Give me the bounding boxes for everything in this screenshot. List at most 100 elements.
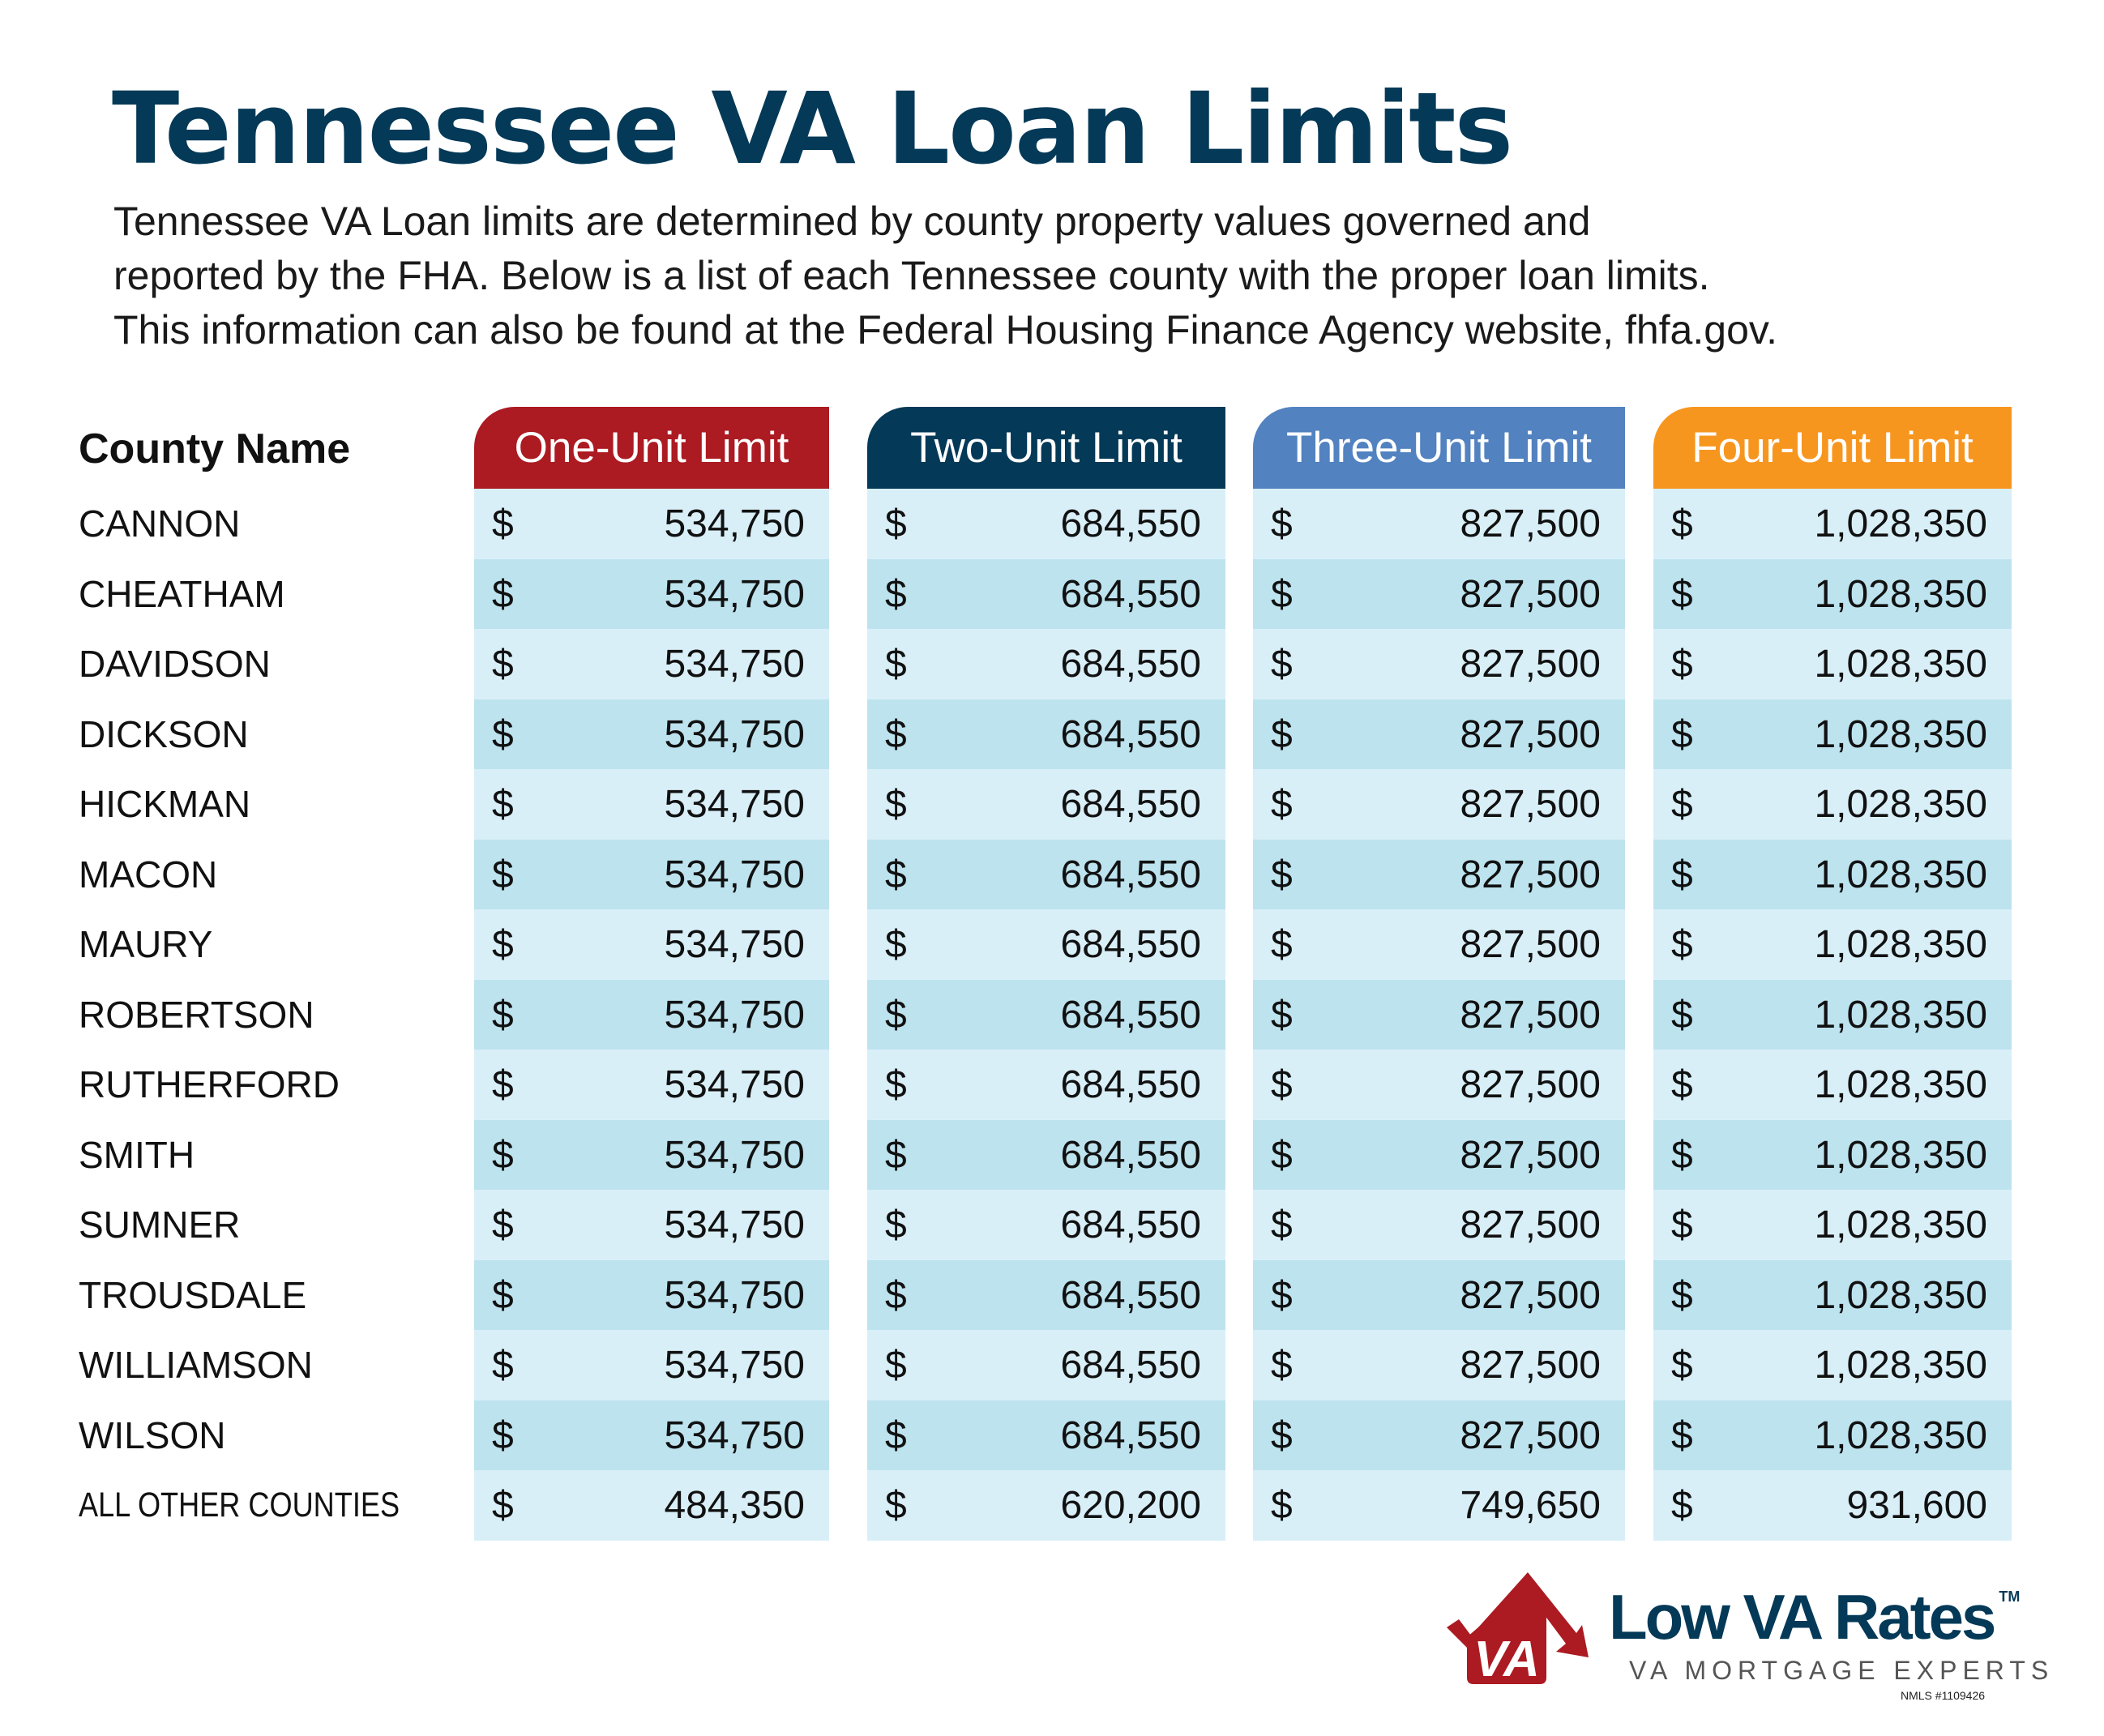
limit-value: 684,550 (1060, 923, 1201, 966)
county-name: TROUSDALE (79, 1273, 307, 1316)
limit-cell: $1,028,350 (1653, 1190, 2012, 1260)
column-header: One-Unit Limit (474, 407, 829, 489)
limit-value: 684,550 (1060, 502, 1201, 545)
county-name: SMITH (79, 1133, 195, 1176)
intro-line: Tennessee VA Loan limits are determined … (113, 199, 1591, 244)
limit-value: 534,750 (664, 853, 805, 896)
currency-symbol: $ (885, 1133, 907, 1177)
logo-mark-text: VA (1473, 1631, 1540, 1687)
currency-symbol: $ (1671, 1413, 1693, 1457)
limit-value: 827,500 (1460, 1133, 1601, 1177)
limit-value: 534,750 (664, 1204, 805, 1246)
currency-symbol: $ (1271, 853, 1293, 896)
limit-cell: $827,500 (1253, 1400, 1625, 1471)
page-title: Tennessee VA Loan Limits (112, 71, 1513, 186)
limit-value: 534,750 (664, 712, 805, 756)
limit-value: 534,750 (664, 1344, 805, 1387)
limit-value: 931,600 (1846, 1484, 1987, 1527)
limit-value: 1,028,350 (1814, 923, 1987, 966)
limit-cell: $534,750 (474, 558, 829, 630)
limit-cell: $827,500 (1253, 909, 1625, 980)
limit-cell: $827,500 (1253, 558, 1625, 630)
county-name: ROBERTSON (79, 993, 314, 1036)
limit-value: 827,500 (1460, 712, 1601, 756)
county-name: HICKMAN (79, 783, 251, 825)
limit-cell: $1,028,350 (1653, 489, 2012, 559)
limit-value: 684,550 (1060, 572, 1201, 616)
limit-value: 684,550 (1060, 783, 1201, 826)
county-name: DICKSON (79, 712, 249, 755)
limit-cell: $1,028,350 (1653, 979, 2012, 1050)
limit-cell: $1,028,350 (1653, 699, 2012, 770)
limit-value: 1,028,350 (1814, 853, 1987, 896)
limit-cell: $827,500 (1253, 1119, 1625, 1191)
limit-value: 534,750 (664, 1133, 805, 1177)
currency-symbol: $ (1671, 643, 1693, 686)
currency-symbol: $ (492, 502, 514, 545)
currency-symbol: $ (1271, 1413, 1293, 1457)
limit-cell: $684,550 (867, 769, 1225, 840)
limit-cell: $1,028,350 (1653, 629, 2012, 699)
currency-symbol: $ (1671, 1063, 1693, 1106)
limit-value: 534,750 (664, 572, 805, 616)
limit-value: 684,550 (1060, 643, 1201, 686)
currency-symbol: $ (1671, 572, 1693, 616)
limit-cell: $684,550 (867, 629, 1225, 699)
currency-symbol: $ (1271, 1484, 1293, 1527)
county-name: WILLIAMSON (79, 1344, 313, 1386)
limit-value: 1,028,350 (1814, 1204, 1987, 1246)
currency-symbol: $ (492, 1344, 514, 1387)
limit-cell: $827,500 (1253, 769, 1625, 840)
currency-symbol: $ (1671, 993, 1693, 1037)
limit-value: 534,750 (664, 993, 805, 1037)
currency-symbol: $ (492, 1133, 514, 1177)
limit-value: 684,550 (1060, 1204, 1201, 1246)
currency-symbol: $ (1671, 1133, 1693, 1177)
currency-symbol: $ (1271, 502, 1293, 545)
limit-cell: $684,550 (867, 489, 1225, 559)
county-name: CANNON (79, 502, 241, 545)
currency-symbol: $ (1671, 1204, 1693, 1246)
brand-name: Low VA Rates (1609, 1581, 1996, 1653)
currency-symbol: $ (492, 923, 514, 966)
county-name: ALL OTHER COUNTIES (79, 1486, 400, 1524)
limit-value: 1,028,350 (1814, 1413, 1987, 1457)
limit-cell: $827,500 (1253, 1259, 1625, 1331)
limit-cell: $827,500 (1253, 1330, 1625, 1400)
limit-value: 1,028,350 (1814, 1063, 1987, 1106)
currency-symbol: $ (1271, 1063, 1293, 1106)
limit-value: 1,028,350 (1814, 993, 1987, 1037)
currency-symbol: $ (1671, 783, 1693, 826)
limit-cell: $827,500 (1253, 979, 1625, 1050)
currency-symbol: $ (1271, 712, 1293, 756)
county-name-header: County Name (79, 425, 351, 472)
limit-cell: $1,028,350 (1653, 1259, 2012, 1331)
limit-value: 684,550 (1060, 1133, 1201, 1177)
limit-value: 684,550 (1060, 1344, 1201, 1387)
currency-symbol: $ (492, 783, 514, 826)
intro-paragraph: Tennessee VA Loan limits are determined … (113, 195, 2075, 357)
limit-cell: $534,750 (474, 909, 829, 980)
limit-cell: $534,750 (474, 1400, 829, 1471)
limit-cell: $684,550 (867, 1050, 1225, 1120)
column-header: Three-Unit Limit (1253, 407, 1625, 489)
low-va-rates-logo: VA (1443, 1556, 1621, 1702)
limit-value: 827,500 (1460, 1063, 1601, 1106)
currency-symbol: $ (1671, 923, 1693, 966)
county-name: DAVIDSON (79, 643, 271, 685)
limit-value: 484,350 (664, 1484, 805, 1527)
limit-cell: $827,500 (1253, 699, 1625, 770)
limit-value: 684,550 (1060, 853, 1201, 896)
limit-value: 749,650 (1460, 1484, 1601, 1527)
county-name: MAURY (79, 923, 213, 965)
intro-line: reported by the FHA. Below is a list of … (113, 253, 1710, 298)
limit-value: 827,500 (1460, 923, 1601, 966)
limit-value: 684,550 (1060, 1413, 1201, 1457)
currency-symbol: $ (1671, 853, 1693, 896)
currency-symbol: $ (1671, 712, 1693, 756)
column-header: Four-Unit Limit (1653, 407, 2012, 489)
limit-value: 534,750 (664, 1273, 805, 1317)
limit-value: 1,028,350 (1814, 712, 1987, 756)
currency-symbol: $ (492, 1413, 514, 1457)
limit-cell: $534,750 (474, 629, 829, 699)
